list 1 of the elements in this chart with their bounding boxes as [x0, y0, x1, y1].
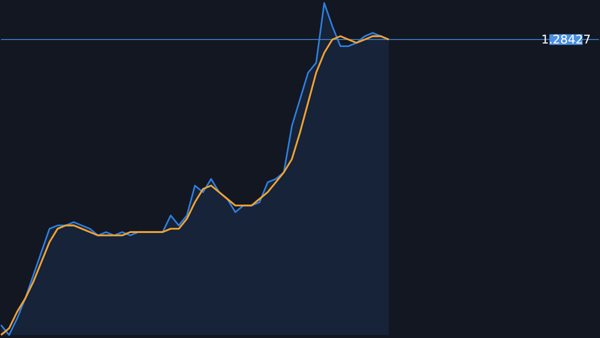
- annotation: 1.28427: [541, 32, 591, 47]
